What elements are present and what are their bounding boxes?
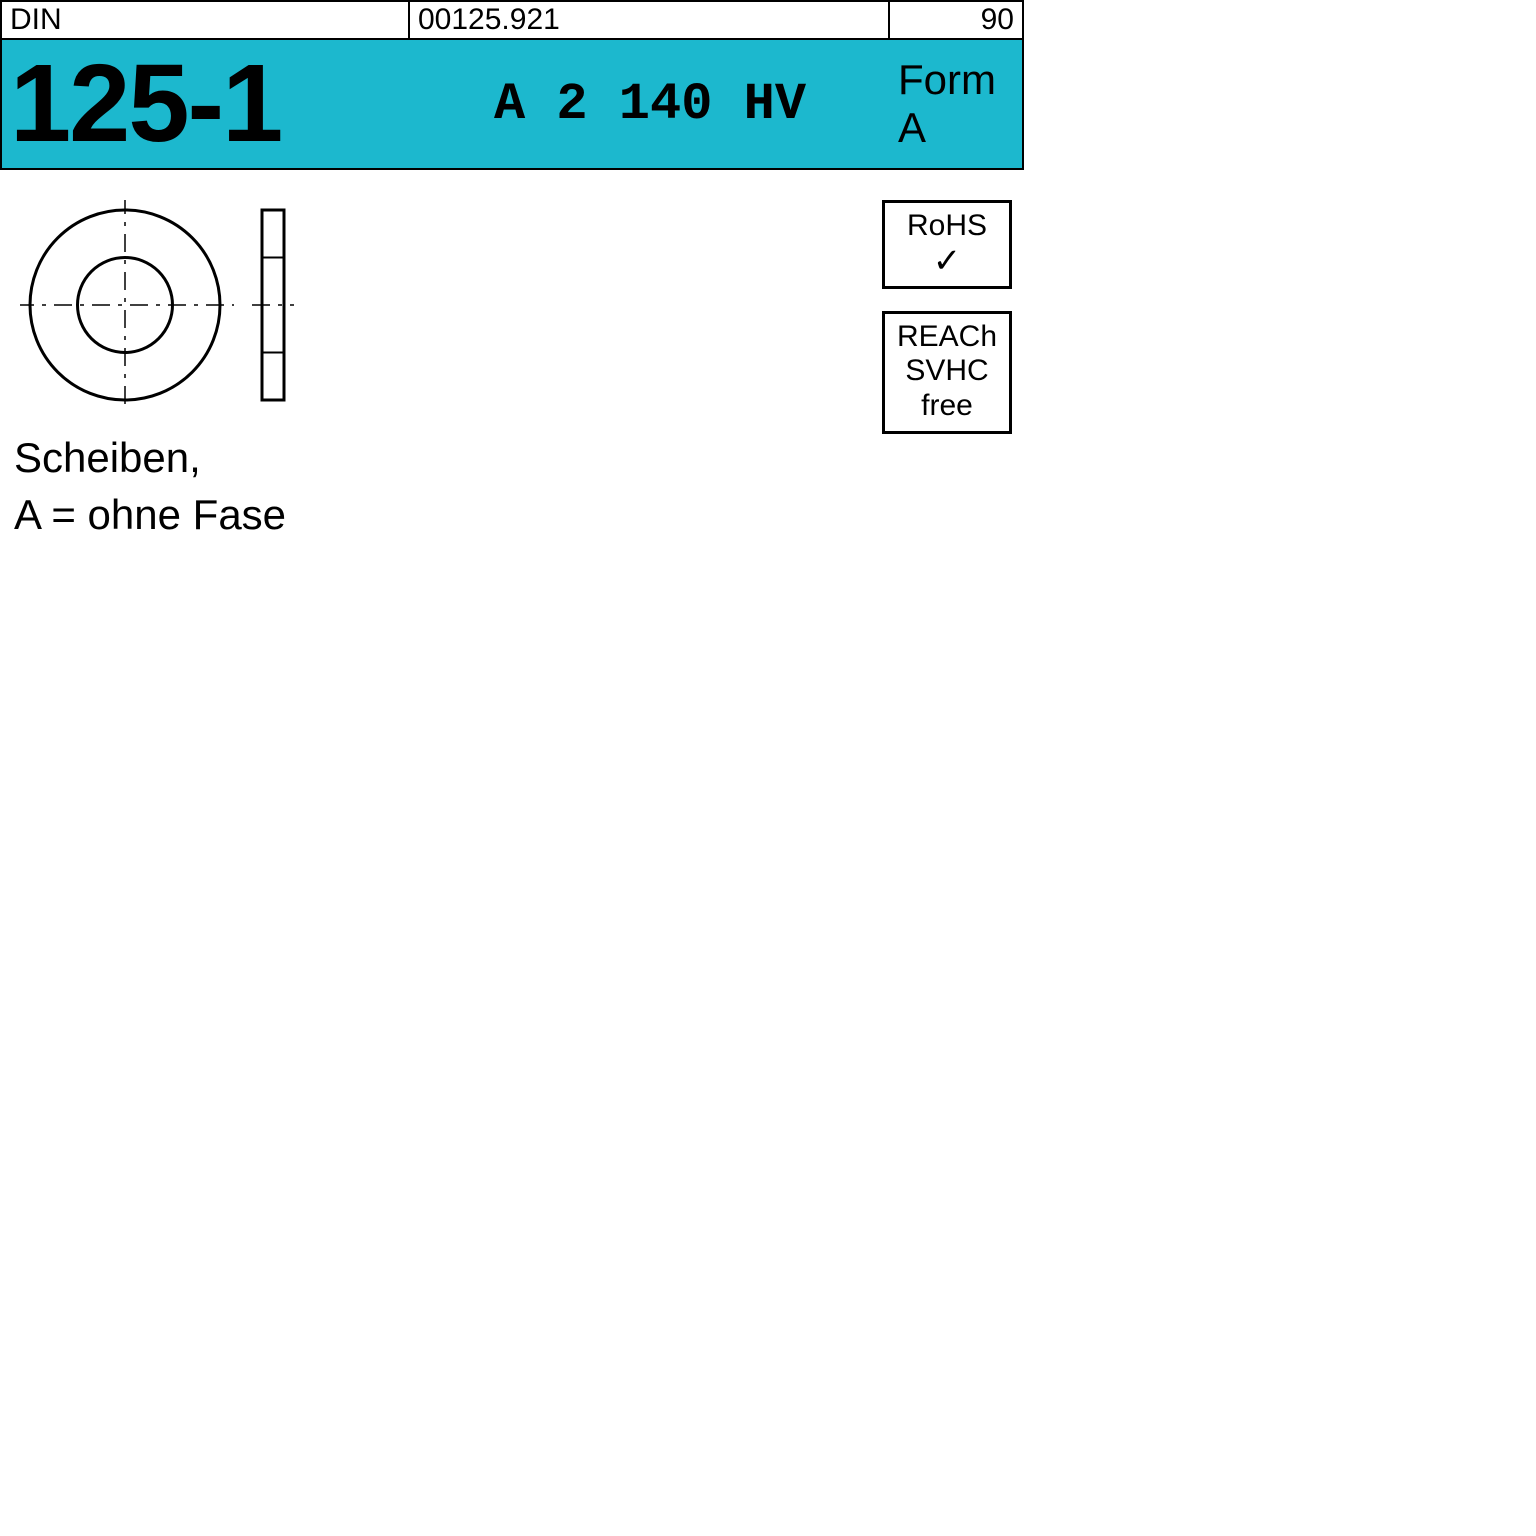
reach-badge: REACh SVHC free [882, 311, 1012, 435]
header-code: 00125.921 [410, 2, 890, 38]
description: Scheiben, A = ohne Fase [14, 430, 286, 543]
header-din-label: DIN [0, 2, 410, 38]
title-band: 125-1 A 2 140 HV Form A [0, 40, 1024, 170]
reach-line1: REACh [889, 320, 1005, 355]
standard-number: 125-1 [0, 40, 410, 168]
reach-line3: free [889, 389, 1005, 424]
compliance-badges: RoHS ✓ REACh SVHC free [882, 200, 1012, 456]
description-line2: A = ohne Fase [14, 487, 286, 544]
rohs-label: RoHS [889, 209, 1005, 244]
rohs-badge: RoHS ✓ [882, 200, 1012, 289]
header-rev: 90 [890, 2, 1024, 38]
check-icon: ✓ [889, 244, 1005, 278]
reach-line2: SVHC [889, 354, 1005, 389]
description-line1: Scheiben, [14, 430, 286, 487]
washer-drawing [20, 200, 320, 410]
form-spec: Form A [890, 40, 1024, 168]
material-spec: A 2 140 HV [410, 40, 890, 168]
header-row: DIN 00125.921 90 [0, 0, 1024, 40]
